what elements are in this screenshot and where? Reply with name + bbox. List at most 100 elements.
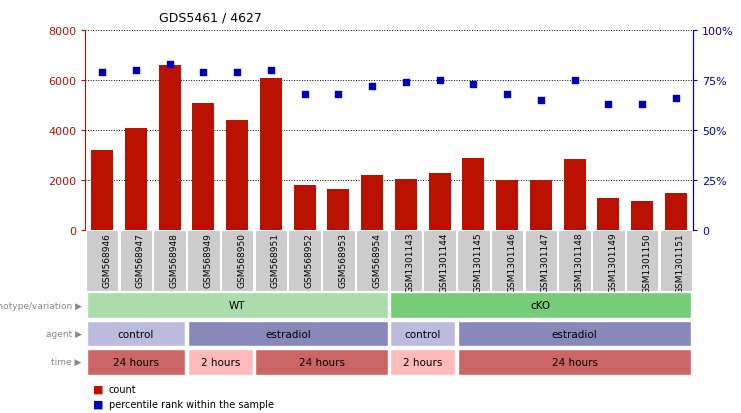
Bar: [91, 151, 113, 230]
Text: genotype/variation ▶: genotype/variation ▶: [0, 301, 82, 310]
Bar: [260, 78, 282, 230]
Point: [637, 102, 648, 108]
Bar: [496, 180, 518, 230]
Bar: [119, 230, 152, 292]
Text: GDS5461 / 4627: GDS5461 / 4627: [159, 12, 262, 25]
Text: GSM1301146: GSM1301146: [507, 232, 516, 293]
Point: [164, 62, 176, 68]
Text: GSM1301148: GSM1301148: [575, 232, 584, 293]
Text: 24 hours: 24 hours: [552, 357, 598, 367]
Bar: [226, 121, 248, 230]
Text: GSM1301151: GSM1301151: [676, 232, 685, 293]
Text: GSM568950: GSM568950: [237, 232, 246, 287]
Bar: [631, 202, 653, 230]
Bar: [458, 321, 691, 347]
Bar: [592, 230, 625, 292]
Text: GSM568953: GSM568953: [339, 232, 348, 287]
Point: [535, 97, 547, 104]
Bar: [87, 349, 185, 375]
Text: cKO: cKO: [531, 301, 551, 311]
Bar: [491, 230, 523, 292]
Text: control: control: [118, 329, 154, 339]
Bar: [457, 230, 490, 292]
Bar: [86, 230, 119, 292]
Text: GSM568946: GSM568946: [102, 232, 111, 287]
Bar: [87, 293, 388, 318]
Bar: [597, 198, 619, 230]
Text: control: control: [405, 329, 441, 339]
Text: GSM1301144: GSM1301144: [439, 232, 448, 293]
Text: time ▶: time ▶: [51, 357, 82, 366]
Point: [96, 69, 108, 76]
Bar: [391, 293, 691, 318]
Bar: [391, 321, 455, 347]
Text: GSM568949: GSM568949: [203, 232, 213, 287]
Bar: [530, 180, 552, 230]
Bar: [153, 230, 186, 292]
Bar: [390, 230, 422, 292]
Text: GSM1301145: GSM1301145: [473, 232, 482, 293]
Text: 2 hours: 2 hours: [201, 357, 240, 367]
Bar: [659, 230, 692, 292]
Bar: [159, 66, 181, 230]
Text: GSM1301147: GSM1301147: [541, 232, 550, 293]
Bar: [391, 349, 455, 375]
Text: count: count: [109, 384, 136, 394]
Point: [569, 78, 581, 84]
Bar: [87, 321, 185, 347]
Text: estradiol: estradiol: [265, 329, 310, 339]
Bar: [559, 230, 591, 292]
Bar: [361, 176, 383, 230]
Bar: [256, 349, 388, 375]
Bar: [288, 230, 321, 292]
Point: [501, 92, 513, 98]
Bar: [125, 128, 147, 230]
Text: GSM568952: GSM568952: [305, 232, 313, 287]
Text: percentile rank within the sample: percentile rank within the sample: [109, 399, 274, 409]
Text: ■: ■: [93, 384, 103, 394]
Point: [231, 69, 243, 76]
Point: [130, 68, 142, 74]
Point: [400, 80, 412, 86]
Text: 24 hours: 24 hours: [113, 357, 159, 367]
Text: GSM1301150: GSM1301150: [642, 232, 651, 293]
Text: GSM1301149: GSM1301149: [608, 232, 617, 293]
Text: ■: ■: [93, 399, 103, 409]
Point: [197, 69, 209, 76]
Bar: [525, 230, 557, 292]
Bar: [356, 230, 388, 292]
Text: GSM568951: GSM568951: [271, 232, 280, 287]
Bar: [462, 158, 485, 230]
Bar: [423, 230, 456, 292]
Text: agent ▶: agent ▶: [45, 329, 82, 338]
Text: GSM568948: GSM568948: [170, 232, 179, 287]
Text: 24 hours: 24 hours: [299, 357, 345, 367]
Bar: [255, 230, 287, 292]
Text: WT: WT: [229, 301, 245, 311]
Bar: [293, 185, 316, 230]
Text: 2 hours: 2 hours: [403, 357, 442, 367]
Point: [265, 68, 277, 74]
Text: GSM568954: GSM568954: [372, 232, 381, 287]
Bar: [429, 173, 451, 230]
Point: [366, 83, 378, 90]
Bar: [221, 230, 253, 292]
Bar: [322, 230, 355, 292]
Point: [670, 95, 682, 102]
Point: [433, 78, 445, 84]
Point: [333, 92, 345, 98]
Bar: [564, 159, 585, 230]
Bar: [665, 193, 687, 230]
Point: [468, 81, 479, 88]
Bar: [187, 349, 253, 375]
Bar: [328, 189, 349, 230]
Text: GSM1301143: GSM1301143: [406, 232, 415, 293]
Text: estradiol: estradiol: [552, 329, 597, 339]
Bar: [193, 103, 214, 230]
Point: [602, 102, 614, 108]
Bar: [187, 230, 219, 292]
Text: GSM568947: GSM568947: [136, 232, 144, 287]
Point: [299, 92, 310, 98]
Bar: [395, 179, 417, 230]
Bar: [187, 321, 388, 347]
